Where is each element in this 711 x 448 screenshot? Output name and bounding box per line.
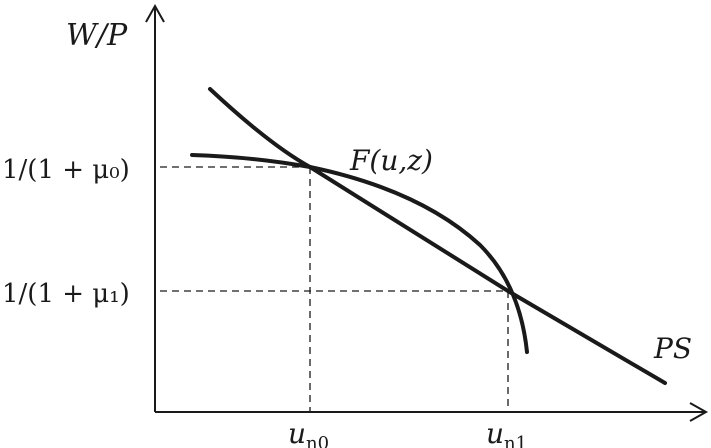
x-tick-label-un1: un1: [486, 417, 527, 448]
x-tick-sub-un0: n0: [306, 433, 329, 448]
y-axis-arrowhead: [145, 3, 165, 23]
y-tick-label-mu0: 1/(1 + μ₀): [2, 155, 130, 185]
y-axis-label: W/P: [66, 18, 128, 53]
x-tick-sub-un1: n1: [504, 433, 527, 448]
x-tick-label-un0: un0: [288, 417, 329, 448]
wage-setting-curve-label: F(u,z): [349, 144, 433, 177]
y-tick-label-mu1: 1/(1 + μ₁): [2, 279, 130, 309]
steep-downward-curve: [208, 87, 667, 385]
x-tick-base-un1: u: [486, 417, 504, 448]
concave-curve: [190, 153, 529, 354]
x-axis-arrowhead: [689, 402, 709, 422]
price-setting-curve-label: PS: [653, 332, 692, 365]
x-tick-base-un0: u: [288, 417, 306, 448]
